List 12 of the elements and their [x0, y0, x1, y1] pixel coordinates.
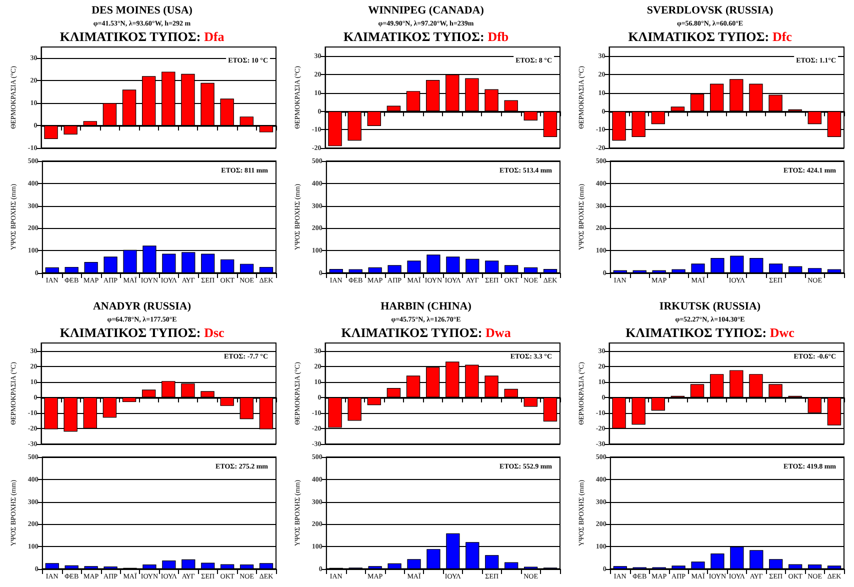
text: ΚΛΙΜΑΤΙΚΟΣ ΤΥΠΟΣ: Dfc [628, 29, 792, 44]
chart-title: HARBIN (CHINA) [380, 300, 472, 312]
chart-title: DES MOINES (USA) [92, 4, 193, 16]
text: ΚΛΙΜΑΤΙΚΟΣ ΤΥΠΟΣ: Dwc [626, 325, 795, 340]
chart-title: ANADYR (RUSSIA) [92, 300, 192, 312]
text: ΚΛΙΜΑΤΙΚΟΣ ΤΥΠΟΣ: Dsc [60, 325, 225, 340]
text: ΚΛΙΜΑΤΙΚΟΣ ΤΥΠΟΣ: Dfb [343, 29, 509, 44]
text: ΚΛΙΜΑΤΙΚΟΣ ΤΥΠΟΣ: Dfa [60, 29, 225, 44]
chart-title: SVERDLOVSK (RUSSIA) [646, 4, 774, 16]
chart-title: WINNIPEG (CANADA) [368, 4, 484, 16]
text: ΚΛΙΜΑΤΙΚΟΣ ΤΥΠΟΣ: Dwa [341, 325, 512, 340]
chart-title: IRKUTSK (RUSSIA) [659, 300, 761, 312]
